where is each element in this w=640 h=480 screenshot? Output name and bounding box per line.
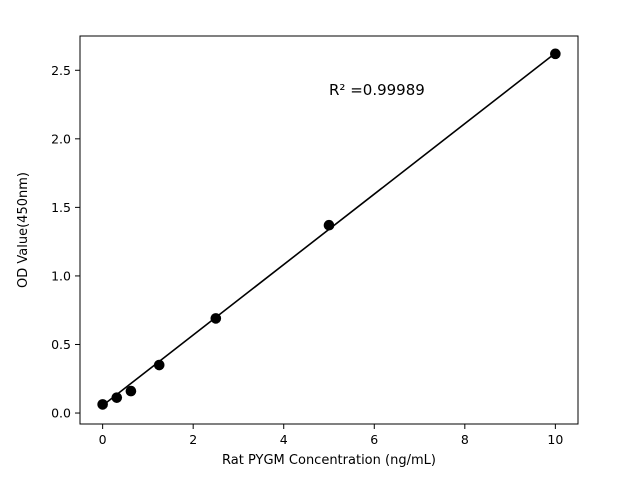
- x-tick-label: 8: [461, 432, 469, 447]
- data-point: [153, 359, 165, 371]
- x-tick-label: 6: [370, 432, 378, 447]
- data-point: [97, 399, 108, 410]
- y-axis-label: OD Value(450nm): [16, 172, 31, 288]
- y-tick-label: 1.5: [51, 200, 71, 215]
- r-squared-label: R² =0.99989: [329, 81, 425, 99]
- data-point: [111, 392, 123, 403]
- y-tick-label: 0.5: [51, 337, 71, 352]
- y-tick-label: 2.5: [51, 63, 71, 78]
- plot-frame: [79, 35, 579, 425]
- x-tick-label: 0: [99, 432, 107, 447]
- x-tick-label: 10: [547, 432, 563, 447]
- y-tick-label: 0.0: [51, 406, 71, 421]
- data-point: [210, 313, 222, 324]
- x-tick-label: 2: [189, 432, 197, 447]
- y-tick-label: 1.0: [51, 268, 71, 283]
- x-tick-label: 4: [280, 432, 288, 447]
- y-tick-label: 2.0: [51, 131, 71, 146]
- x-axis-label: Rat PYGM Concentration (ng/mL): [222, 453, 436, 468]
- data-point: [323, 219, 335, 231]
- data-point: [125, 385, 137, 397]
- data-point: [550, 48, 561, 60]
